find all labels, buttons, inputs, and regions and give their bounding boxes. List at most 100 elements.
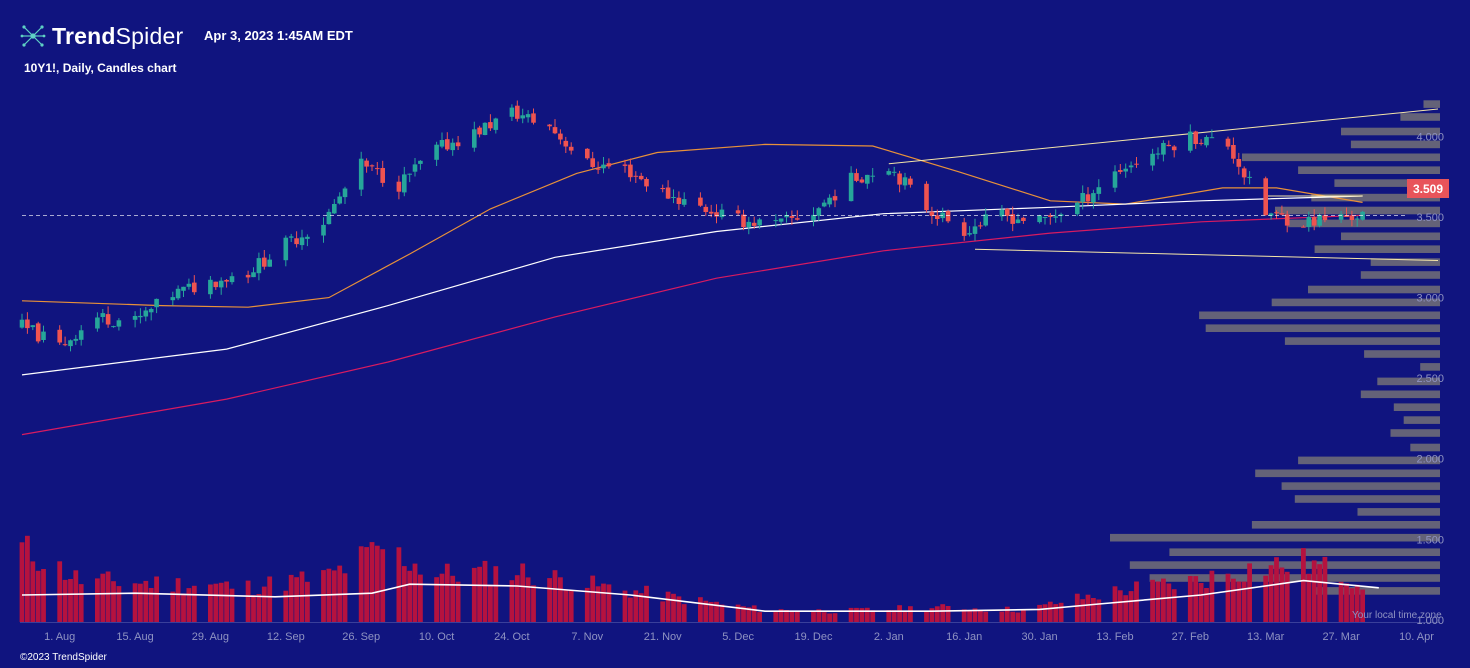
candle	[967, 226, 972, 237]
candle	[515, 100, 520, 122]
candle	[784, 211, 789, 223]
candle	[148, 307, 154, 321]
volume-bar	[897, 605, 902, 622]
volume-profile-bar	[1360, 271, 1440, 279]
candle	[1037, 214, 1042, 224]
volume-bar	[525, 577, 531, 622]
candle	[25, 312, 30, 334]
volume-bar	[595, 586, 601, 622]
volume-profile-bar	[1390, 429, 1440, 437]
candle	[472, 121, 477, 152]
volume-bar	[477, 566, 482, 622]
volume-bar	[870, 610, 876, 622]
volume-profile-bar	[1271, 298, 1440, 307]
volume-profile-bar	[1255, 469, 1440, 478]
candle	[332, 199, 337, 214]
candle	[412, 158, 418, 177]
x-tick-label: 10. Oct	[419, 631, 454, 643]
candle	[795, 210, 800, 221]
volume-profile-bar	[1288, 219, 1440, 228]
volume-bar	[681, 604, 687, 622]
timezone-note[interactable]: Your local time zone	[1352, 610, 1442, 621]
trend-line[interactable]	[888, 108, 1439, 165]
candle	[1306, 211, 1312, 232]
volume-bar	[41, 569, 46, 622]
volume-bar	[132, 583, 138, 622]
candle	[337, 192, 342, 205]
y-tick-label: 1.500	[1416, 534, 1444, 546]
candle	[68, 339, 73, 352]
brand-logo[interactable]: TrendSpider	[20, 22, 183, 50]
volume-profile-bar	[1400, 113, 1440, 121]
candle	[902, 172, 908, 190]
volume-bar	[886, 610, 892, 622]
candle	[547, 124, 552, 131]
candle	[816, 206, 822, 221]
volume-profile-bar	[1360, 390, 1440, 399]
candle	[57, 325, 62, 345]
candle	[154, 298, 159, 314]
volume-bar	[1128, 591, 1134, 622]
x-tick-label: 21. Nov	[644, 631, 682, 643]
volume-bar	[590, 575, 596, 622]
candle	[1241, 166, 1247, 185]
volume-bar	[552, 570, 558, 622]
volume-bar	[1171, 589, 1177, 622]
candle	[924, 181, 929, 213]
volume-profile-bar	[1314, 587, 1440, 595]
volume-bar	[945, 606, 951, 622]
volume-bar	[1268, 565, 1274, 622]
candle	[267, 254, 272, 267]
volume-profile-bar	[1129, 561, 1440, 569]
candle	[375, 162, 380, 175]
volume-bar	[30, 561, 36, 622]
x-tick-label: 7. Nov	[571, 631, 603, 643]
volume-bar	[105, 571, 111, 622]
candle	[1193, 130, 1198, 149]
volume-bar	[854, 607, 859, 622]
volume-bar	[439, 573, 445, 622]
candle	[1349, 210, 1355, 227]
volume-bar	[638, 593, 644, 622]
candle	[590, 151, 595, 169]
volume-bar	[1096, 599, 1102, 622]
candle	[1263, 176, 1268, 216]
candle	[326, 208, 332, 225]
volume-bar	[1058, 602, 1064, 622]
volume-bar	[757, 612, 762, 622]
volume-bar	[369, 542, 375, 622]
volume-bar	[1236, 581, 1242, 622]
candle	[773, 214, 779, 228]
volume-profile-bar	[1393, 403, 1440, 411]
candle	[585, 148, 590, 160]
volume-bar	[396, 547, 402, 622]
volume-bar	[703, 600, 709, 622]
candle	[455, 136, 461, 150]
volume-bar	[482, 560, 488, 622]
volume-bar	[929, 608, 935, 622]
candle	[439, 132, 445, 149]
volume-profile-bar	[1308, 285, 1440, 294]
volume-bar	[186, 588, 192, 622]
volume-bar	[967, 610, 972, 622]
volume-bar	[520, 563, 526, 622]
candle	[1010, 206, 1015, 232]
volume-bar	[633, 590, 639, 622]
volume-bar	[412, 563, 418, 622]
x-tick-label: 30. Jan	[1022, 631, 1058, 643]
volume-profile-bar	[1410, 443, 1440, 452]
x-tick-label: 15. Aug	[116, 631, 153, 643]
candle	[1091, 189, 1096, 209]
volume-bar	[547, 578, 552, 622]
candle	[1021, 216, 1026, 224]
volume-bar	[934, 606, 940, 622]
volume-bar	[708, 602, 714, 622]
trend-line[interactable]	[974, 248, 1439, 261]
candle	[1075, 201, 1080, 217]
candle	[138, 308, 143, 324]
x-tick-label: 29. Aug	[192, 631, 229, 643]
volume-profile-bar	[1341, 127, 1440, 136]
volume-bar	[229, 588, 235, 622]
volume-bar	[628, 597, 633, 622]
